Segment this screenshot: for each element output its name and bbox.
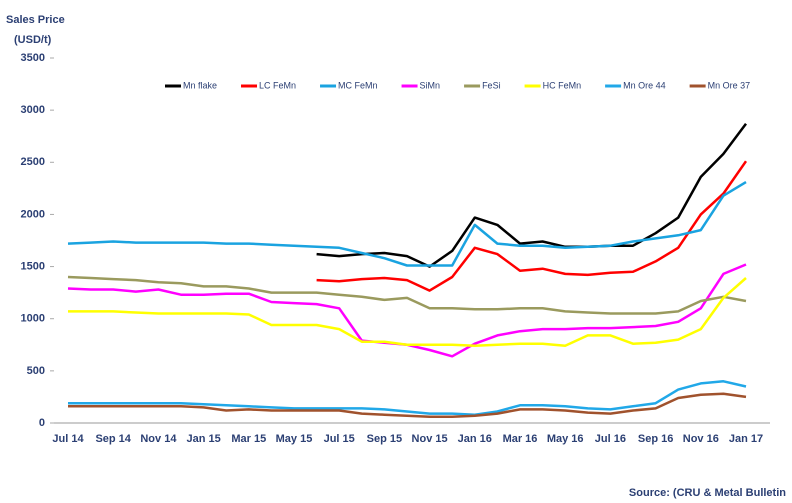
source: Source: (CRU & Metal Bulletin bbox=[629, 487, 786, 499]
x-tick-label: Jan 17 bbox=[729, 433, 763, 445]
line-series bbox=[68, 277, 747, 348]
line-series bbox=[67, 181, 747, 267]
legend-label: Mn Ore 37 bbox=[708, 80, 751, 90]
legend-label: HC FeMn bbox=[543, 80, 582, 90]
chart-title: Sales Price bbox=[6, 14, 65, 26]
legend-label: LC FeMn bbox=[259, 80, 296, 90]
x-tick-label: Jan 15 bbox=[186, 433, 220, 445]
y-tick-label: 2000 bbox=[21, 208, 45, 220]
line-series bbox=[67, 275, 747, 315]
x-tick-label: Jul 16 bbox=[595, 433, 626, 445]
legend-label: Mn Ore 44 bbox=[623, 80, 666, 90]
x-tick-label: Mar 15 bbox=[231, 433, 266, 445]
x-tick-label: May 15 bbox=[276, 433, 313, 445]
y-tick-label: 1000 bbox=[21, 313, 45, 325]
x-tick-label: Jul 14 bbox=[52, 433, 84, 445]
x-tick-label: Mar 16 bbox=[503, 433, 538, 445]
x-tick-label: Jan 16 bbox=[458, 433, 492, 445]
line-series bbox=[316, 160, 748, 292]
legend-label: Mn flake bbox=[183, 80, 217, 90]
legend-label: SiMn bbox=[420, 80, 441, 90]
line-series bbox=[68, 392, 747, 418]
y-tick-label: 2500 bbox=[21, 156, 45, 168]
y-axis-label: (USD/t) bbox=[14, 34, 52, 46]
x-tick-label: Nov 14 bbox=[140, 433, 177, 445]
x-tick-label: Nov 15 bbox=[412, 433, 448, 445]
legend-label: FeSi bbox=[482, 80, 501, 90]
y-tick-label: 1500 bbox=[21, 260, 45, 272]
line-series bbox=[68, 380, 747, 416]
x-tick-label: Nov 16 bbox=[683, 433, 719, 445]
x-tick-label: Sep 16 bbox=[638, 433, 673, 445]
legend-label: MC FeMn bbox=[338, 80, 378, 90]
x-tick-label: Jul 15 bbox=[324, 433, 355, 445]
y-tick-label: 0 bbox=[39, 417, 45, 429]
line-series bbox=[316, 122, 748, 268]
x-tick-label: Sep 14 bbox=[95, 433, 131, 445]
y-tick-label: 3000 bbox=[21, 104, 45, 116]
x-tick-label: May 16 bbox=[547, 433, 584, 445]
x-tick-label: Sep 15 bbox=[367, 433, 402, 445]
y-tick-label: 500 bbox=[27, 365, 45, 377]
y-tick-label: 3500 bbox=[21, 52, 45, 64]
